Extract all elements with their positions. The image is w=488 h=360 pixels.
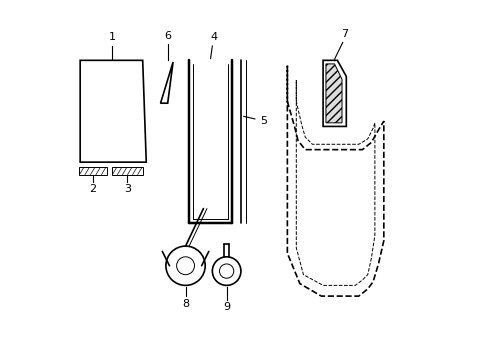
Text: 2: 2	[89, 184, 97, 194]
Text: 9: 9	[223, 302, 230, 312]
Text: 1: 1	[109, 32, 116, 42]
Text: 6: 6	[164, 31, 171, 41]
Bar	[112, 167, 142, 175]
Text: 3: 3	[123, 184, 131, 194]
Text: 8: 8	[182, 298, 189, 309]
Text: 7: 7	[340, 29, 347, 39]
Text: 4: 4	[210, 32, 217, 42]
Polygon shape	[325, 64, 341, 123]
Bar	[80, 167, 107, 175]
Text: 5: 5	[243, 116, 267, 126]
